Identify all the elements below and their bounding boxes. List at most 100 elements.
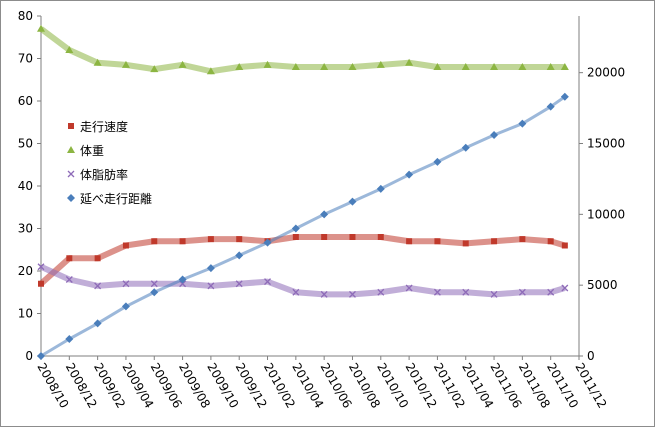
legend-label: 走行速度 — [80, 119, 128, 134]
series-square — [38, 234, 568, 287]
data-point — [490, 63, 499, 70]
data-point — [178, 275, 187, 284]
right-axis-ticks: 0 5000 10000 15000 20000 — [579, 66, 625, 363]
data-point — [560, 92, 569, 101]
left-tick-label: 40 — [18, 179, 33, 193]
series-band — [40, 95, 566, 358]
data-point — [207, 236, 214, 243]
data-point — [150, 65, 159, 73]
data-point — [348, 197, 357, 206]
data-point — [121, 60, 130, 68]
data-point — [518, 119, 527, 128]
x-axis-ticks: 2008/102008/122009/022009/042009/062009/… — [34, 356, 609, 411]
legend-label: 体重 — [80, 144, 104, 158]
right-tick-label: 5000 — [587, 278, 618, 292]
data-point — [93, 58, 102, 66]
left-tick-label: 0 — [25, 349, 33, 363]
data-point — [377, 234, 384, 240]
data-point — [235, 63, 244, 70]
data-point — [263, 60, 272, 68]
legend-marker — [67, 146, 75, 153]
data-point — [349, 290, 356, 298]
left-tick-label: 50 — [18, 137, 33, 151]
data-point — [65, 335, 74, 343]
data-point — [561, 242, 568, 249]
left-tick-label: 80 — [18, 9, 33, 23]
data-point — [321, 234, 328, 240]
data-point — [235, 251, 244, 260]
data-point — [546, 63, 555, 70]
data-point — [561, 284, 569, 292]
data-point — [376, 60, 385, 68]
data-point — [433, 288, 441, 296]
data-point — [37, 352, 45, 360]
data-point — [491, 238, 498, 245]
data-point — [179, 238, 186, 245]
series-band — [39, 26, 565, 75]
legend-label: 延べ走行距離 — [80, 192, 152, 206]
data-point — [291, 63, 300, 70]
data-point — [93, 319, 102, 328]
data-point — [206, 264, 215, 273]
series-triangle — [37, 24, 569, 75]
data-point — [206, 67, 215, 75]
data-point — [236, 236, 243, 243]
data-point — [349, 234, 356, 240]
data-point — [462, 240, 469, 247]
series-diamond — [37, 92, 569, 360]
left-tick-label: 20 — [18, 264, 33, 278]
data-point — [65, 46, 74, 53]
data-point — [547, 238, 554, 245]
data-point — [546, 102, 555, 111]
data-point — [38, 280, 44, 287]
data-point — [434, 238, 441, 245]
left-tick-label: 30 — [18, 222, 33, 236]
right-tick-label: 15000 — [587, 137, 625, 151]
data-point — [320, 210, 329, 219]
data-point — [264, 278, 271, 286]
data-point — [320, 290, 328, 298]
left-tick-label: 10 — [18, 307, 33, 321]
legend-marker — [67, 170, 75, 178]
data-point — [461, 143, 470, 152]
data-point — [406, 238, 413, 245]
data-point — [292, 288, 300, 296]
data-point — [121, 302, 130, 311]
data-point — [560, 63, 569, 70]
series-cross — [37, 263, 569, 298]
data-point — [377, 288, 385, 296]
data-point — [461, 63, 470, 70]
data-point — [235, 280, 243, 288]
data-point — [433, 63, 442, 70]
right-tick-label: 10000 — [587, 207, 625, 221]
data-point — [150, 288, 159, 297]
data-point — [518, 288, 526, 296]
legend-marker — [68, 123, 74, 129]
data-point — [178, 60, 187, 68]
right-tick-label: 20000 — [587, 66, 625, 80]
data-point — [37, 263, 45, 271]
data-point — [490, 290, 498, 298]
data-point — [348, 63, 357, 70]
data-point — [518, 63, 527, 70]
data-point — [37, 24, 45, 32]
data-point — [405, 58, 414, 66]
data-point — [320, 63, 329, 70]
data-point — [376, 184, 385, 193]
data-point — [66, 255, 73, 262]
data-point — [122, 242, 129, 249]
data-point — [292, 234, 299, 240]
data-point — [547, 288, 555, 296]
data-point — [291, 224, 300, 233]
data-point — [94, 282, 102, 290]
right-tick-label: 0 — [587, 349, 595, 363]
data-point — [490, 131, 499, 139]
data-point — [207, 282, 215, 290]
data-point — [65, 276, 73, 283]
data-point — [150, 280, 158, 288]
series-layer — [37, 24, 569, 360]
series-band — [39, 264, 566, 298]
